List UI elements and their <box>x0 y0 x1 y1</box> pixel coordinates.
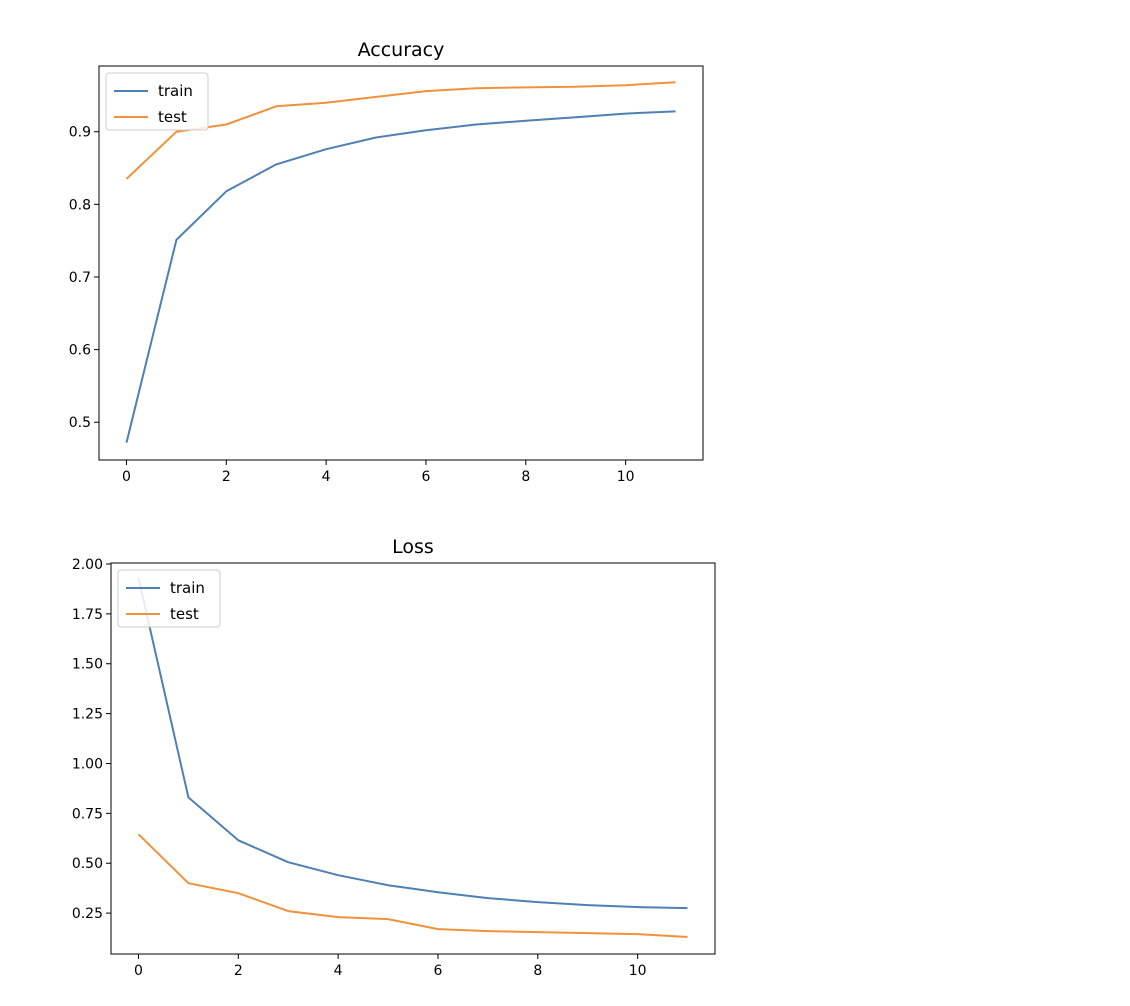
y-tick-label: 0.8 <box>69 197 91 213</box>
x-tick-label: 10 <box>629 963 647 979</box>
plot-frame <box>110 562 716 955</box>
plot-frame <box>98 65 704 461</box>
x-tick-label: 0 <box>122 469 131 485</box>
loss-chart: Loss 0 2 4 6 8 10 0.25 0.50 0.75 1.00 1.25 1.50 1.75 2… <box>72 536 716 979</box>
accuracy-chart: Accuracy 0 2 4 6 8 10 0.5 0.6 0.7 0.8 0.9 train test <box>69 39 704 485</box>
x-tick-label: 4 <box>322 469 331 485</box>
chart-title: Accuracy <box>358 39 445 61</box>
y-tick-label: 0.50 <box>72 856 103 872</box>
y-tick-label: 0.75 <box>72 806 103 822</box>
series-line-test <box>125 81 676 180</box>
y-tick-label: 0.25 <box>72 906 103 922</box>
legend-label-train: train <box>158 82 193 100</box>
legend: train test <box>117 569 221 628</box>
legend-label-test: test <box>158 108 187 126</box>
series-line-test <box>137 833 688 938</box>
y-tick-label: 2.00 <box>72 557 103 573</box>
x-tick-label: 0 <box>134 963 143 979</box>
x-tick-label: 8 <box>533 963 542 979</box>
y-tick-label: 0.9 <box>69 125 91 141</box>
x-tick-label: 10 <box>617 469 635 485</box>
chart-title: Loss <box>392 536 434 558</box>
x-tick-label: 2 <box>234 963 243 979</box>
legend-label-train: train <box>170 579 205 597</box>
y-tick-label: 1.75 <box>72 607 103 623</box>
y-tick-label: 1.25 <box>72 707 103 723</box>
series-line-train <box>137 577 688 910</box>
x-tick-label: 2 <box>222 469 231 485</box>
x-tick-label: 8 <box>521 469 530 485</box>
legend-label-test: test <box>170 605 199 623</box>
x-tick-label: 4 <box>334 963 343 979</box>
x-tick-label: 6 <box>433 963 442 979</box>
y-tick-label: 0.6 <box>69 343 91 359</box>
y-tick-label: 1.50 <box>72 657 103 673</box>
legend-box <box>105 72 209 131</box>
x-tick-label: 6 <box>421 469 430 485</box>
legend-box <box>117 569 221 628</box>
legend: train test <box>105 72 209 131</box>
y-tick-label: 1.00 <box>72 756 103 772</box>
y-tick-label: 0.5 <box>69 415 91 431</box>
series-line-train <box>125 110 676 443</box>
y-tick-label: 0.7 <box>69 270 91 286</box>
